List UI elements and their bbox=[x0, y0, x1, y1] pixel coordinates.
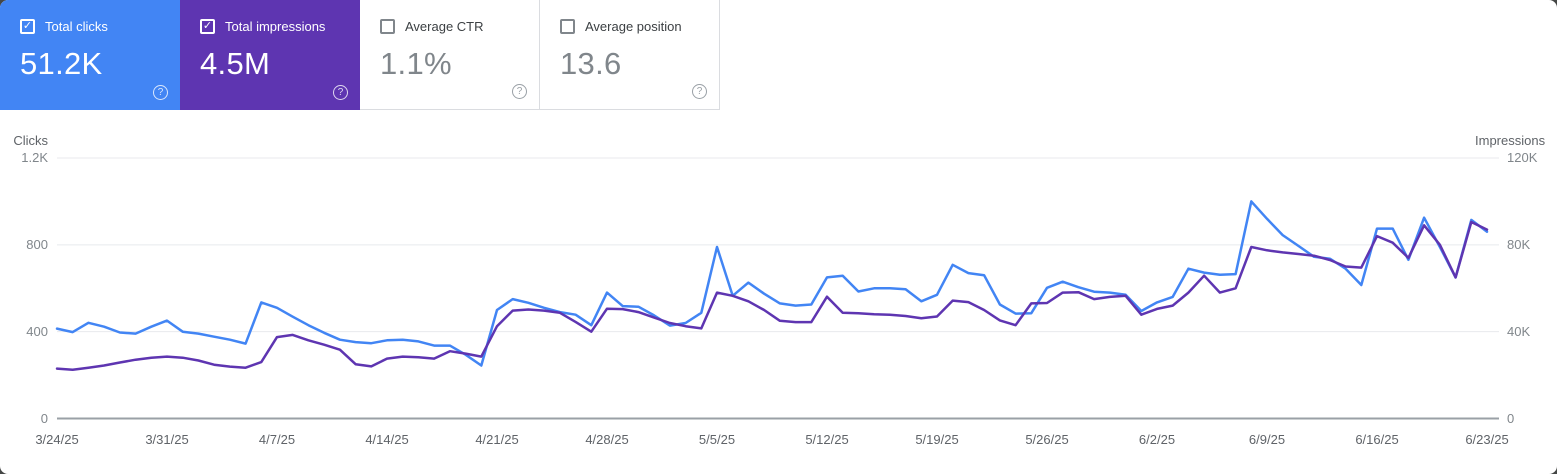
left-axis-title: Clicks bbox=[13, 133, 48, 148]
average-ctr-card[interactable]: ✓ Average CTR 1.1% ? bbox=[360, 0, 540, 110]
average-position-checkbox-row: ✓ Average position bbox=[560, 19, 719, 34]
impressions-line bbox=[55, 220, 1489, 371]
x-axis-tick: 3/31/25 bbox=[145, 432, 189, 447]
x-axis-tick: 3/24/25 bbox=[35, 432, 79, 447]
left-y-axis-tick: 800 bbox=[26, 236, 48, 252]
x-axis-tick: 4/28/25 bbox=[585, 432, 629, 447]
checkmark-icon: ✓ bbox=[22, 20, 33, 32]
help-icon[interactable]: ? bbox=[692, 84, 707, 99]
right-y-axis-tick: 80K bbox=[1507, 236, 1531, 252]
average-position-value: 13.6 bbox=[560, 46, 622, 81]
average-position-card[interactable]: ✓ Average position 13.6 ? bbox=[540, 0, 720, 110]
x-axis-tick: 6/2/25 bbox=[1138, 432, 1176, 447]
x-axis-tick: 5/5/25 bbox=[698, 432, 736, 447]
average-ctr-label: Average CTR bbox=[405, 19, 484, 34]
checkmark-icon: ✓ bbox=[202, 20, 213, 32]
x-axis-tick: 4/21/25 bbox=[475, 432, 519, 447]
total-clicks-card[interactable]: ✓ Total clicks 51.2K ? bbox=[0, 0, 180, 110]
x-axis-tick: 6/23/25 bbox=[1465, 432, 1509, 447]
x-axis-tick: 5/26/25 bbox=[1025, 432, 1069, 447]
right-y-axis-tick: 0 bbox=[1507, 410, 1515, 426]
x-axis-tick: 4/14/25 bbox=[365, 432, 409, 447]
left-y-axis-tick: 400 bbox=[26, 323, 48, 339]
total-clicks-checkbox-row: ✓ Total clicks bbox=[20, 19, 180, 34]
total-impressions-checkbox-row: ✓ Total impressions bbox=[200, 19, 360, 34]
total-impressions-card[interactable]: ✓ Total impressions 4.5M ? bbox=[180, 0, 360, 110]
x-axis-tick: 5/19/25 bbox=[915, 432, 959, 447]
average-position-checkbox[interactable]: ✓ bbox=[560, 19, 575, 34]
performance-chart[interactable] bbox=[0, 125, 1557, 474]
average-ctr-checkbox[interactable]: ✓ bbox=[380, 19, 395, 34]
average-ctr-value: 1.1% bbox=[380, 46, 452, 81]
left-y-axis-tick: 0 bbox=[40, 410, 48, 426]
total-clicks-checkbox[interactable]: ✓ bbox=[20, 19, 35, 34]
right-axis-title: Impressions bbox=[1475, 133, 1546, 148]
clicks-line bbox=[55, 200, 1489, 367]
total-impressions-checkbox[interactable]: ✓ bbox=[200, 19, 215, 34]
help-icon[interactable]: ? bbox=[512, 84, 527, 99]
average-ctr-checkbox-row: ✓ Average CTR bbox=[380, 19, 539, 34]
average-position-label: Average position bbox=[585, 19, 682, 34]
left-y-axis-tick: 1.2K bbox=[21, 150, 48, 165]
x-axis-tick: 4/7/25 bbox=[258, 432, 296, 447]
metric-cards-row: ✓ Total clicks 51.2K ? ✓ Total impressio… bbox=[0, 0, 720, 110]
total-impressions-label: Total impressions bbox=[225, 19, 326, 34]
right-y-axis-tick: 120K bbox=[1507, 150, 1538, 165]
total-clicks-value: 51.2K bbox=[20, 46, 103, 81]
total-clicks-label: Total clicks bbox=[45, 19, 108, 34]
x-axis-tick: 6/9/25 bbox=[1248, 432, 1286, 447]
right-y-axis-tick: 40K bbox=[1507, 323, 1531, 339]
help-icon[interactable]: ? bbox=[153, 85, 168, 100]
x-axis-tick: 5/12/25 bbox=[805, 432, 849, 447]
help-icon[interactable]: ? bbox=[333, 85, 348, 100]
x-axis-tick: 6/16/25 bbox=[1355, 432, 1399, 447]
total-impressions-value: 4.5M bbox=[200, 46, 271, 81]
